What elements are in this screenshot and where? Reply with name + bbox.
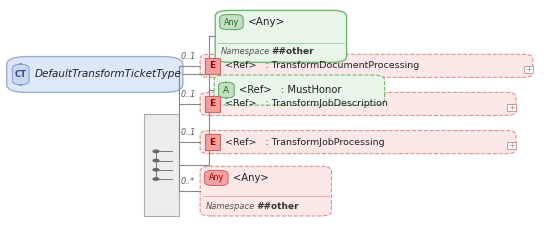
Circle shape	[153, 159, 159, 162]
Text: E: E	[210, 100, 215, 108]
Text: DefaultTransformTicketType: DefaultTransformTicketType	[35, 70, 182, 79]
FancyBboxPatch shape	[215, 10, 347, 62]
Text: CT: CT	[15, 70, 27, 79]
Text: <Any>: <Any>	[233, 173, 268, 183]
Text: ##other: ##other	[256, 202, 299, 211]
Text: E: E	[210, 138, 215, 146]
Text: +: +	[508, 141, 515, 150]
Bar	[507, 104, 516, 111]
Text: 0..*: 0..*	[181, 177, 195, 186]
Text: Any: Any	[224, 18, 239, 27]
Circle shape	[153, 169, 159, 171]
FancyBboxPatch shape	[200, 54, 533, 77]
FancyBboxPatch shape	[200, 166, 331, 216]
Text: <Ref>   : TransformDocumentProcessing: <Ref> : TransformDocumentProcessing	[225, 61, 419, 70]
Text: 0..1: 0..1	[181, 52, 196, 61]
Bar	[524, 66, 533, 73]
Text: <Ref>   : MustHonor: <Ref> : MustHonor	[239, 85, 341, 95]
FancyBboxPatch shape	[12, 64, 29, 85]
Text: Any: Any	[209, 173, 224, 182]
FancyBboxPatch shape	[220, 15, 243, 30]
Bar	[205, 96, 220, 112]
Text: +: +	[525, 65, 532, 74]
Bar	[205, 58, 220, 74]
Bar	[205, 134, 220, 150]
Text: +: +	[508, 103, 515, 112]
FancyBboxPatch shape	[200, 131, 516, 154]
Bar	[144, 114, 179, 216]
FancyBboxPatch shape	[200, 92, 516, 116]
Text: E: E	[210, 61, 215, 70]
FancyBboxPatch shape	[219, 82, 234, 98]
Text: 0..1: 0..1	[181, 128, 196, 137]
Text: <Ref>   : TransformJobDescription: <Ref> : TransformJobDescription	[225, 100, 387, 108]
Text: <Ref>   : TransformJobProcessing: <Ref> : TransformJobProcessing	[225, 138, 385, 146]
Text: Namespace: Namespace	[221, 48, 270, 56]
Text: ##other: ##other	[271, 48, 314, 56]
Bar	[507, 142, 516, 149]
FancyBboxPatch shape	[205, 170, 228, 185]
Text: <Any>: <Any>	[248, 17, 285, 27]
Circle shape	[153, 150, 159, 152]
Text: Namespace: Namespace	[206, 202, 255, 211]
FancyBboxPatch shape	[214, 75, 385, 105]
Text: A: A	[224, 86, 229, 94]
Text: 0..1: 0..1	[181, 90, 196, 99]
Circle shape	[153, 178, 159, 180]
FancyBboxPatch shape	[7, 57, 183, 92]
